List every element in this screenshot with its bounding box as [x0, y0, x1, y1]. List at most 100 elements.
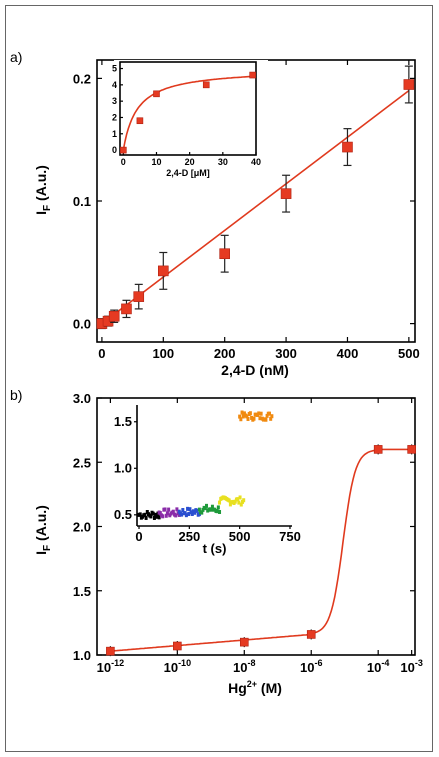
panel-b-xtick-label: 10-3: [400, 658, 422, 675]
panel-b-inset-point: [181, 508, 185, 513]
panel-b-inset-point: [164, 513, 168, 518]
panel-a-ytick-label: 0.0: [73, 317, 91, 332]
panel-b-inset-point: [174, 513, 178, 518]
panel-b-inset-point: [205, 503, 209, 508]
panel-b-xtick-label: 10-4: [367, 658, 389, 675]
panel-b-point: [407, 445, 416, 454]
panel-b-xtick-label: 10-6: [300, 658, 322, 675]
panel-b-inset-point: [165, 511, 169, 516]
panel-b-inset-point: [269, 416, 273, 421]
panel-b-inset-point: [163, 507, 167, 512]
panel-a-inset-xtick-label: 40: [251, 157, 261, 167]
panel-a-inset-point: [136, 117, 144, 125]
panel-a-inset-point: [153, 90, 160, 98]
panel-b-ytick-label: 2.0: [73, 520, 91, 535]
panel-b-inset-point: [242, 411, 246, 416]
panel-b-ytick-label: 2.5: [73, 455, 91, 470]
panel-b-fit-curve: [110, 448, 410, 652]
panel-b-inset-point: [143, 512, 147, 517]
panel-a-inset-bg: [114, 60, 268, 189]
panel-b-inset-point: [264, 417, 268, 422]
panel-a-ylabel: IF (A.u.): [33, 165, 53, 215]
panel-b-inset-point: [233, 499, 237, 504]
panel-b-inset-point: [257, 411, 261, 416]
panel-b-inset-point: [258, 416, 262, 421]
panel-a-inset-ytick-label: 4: [112, 80, 117, 90]
panel-b-inset-point: [183, 511, 187, 516]
svg-text:IF (A.u.): IF (A.u.): [33, 165, 53, 215]
panel-a-xlabel: 2,4-D (nM): [221, 362, 289, 378]
panel-b-inset-point: [227, 498, 231, 503]
panel-a-inset-axes: [119, 61, 257, 156]
panel-a-inset-ytick-label: 2: [112, 112, 117, 122]
panel-b-inset-point: [210, 504, 214, 509]
panel-b-point: [173, 641, 182, 651]
panel-a-inset-point: [249, 71, 256, 79]
panel-b-inset-point: [161, 514, 165, 519]
svg-text:Hg2+ (M): Hg2+ (M): [228, 679, 282, 696]
panel-b-inset-point: [186, 506, 190, 511]
panel-b-inset-point: [228, 502, 232, 507]
panel-b-inset-point: [270, 414, 274, 419]
panel-b-xtick-label: 10-12: [97, 658, 124, 675]
panel-a-ytick-label: 0.2: [73, 71, 91, 86]
panel-b-inset-ytick-label: 0.5: [114, 507, 132, 522]
panel-b-inset-point: [138, 512, 142, 517]
panel-b-inset-point: [236, 497, 240, 502]
panel-b-inset-point: [157, 515, 161, 520]
panel-b-inset-xtick-label: 250: [178, 529, 200, 544]
panel-b-inset-point: [180, 512, 184, 517]
panel-b-inset-point: [215, 509, 219, 514]
panel-a-inset-ytick-label: 1: [112, 129, 117, 139]
panel-b-inset-point: [242, 498, 246, 503]
panel-b-inset-point: [216, 505, 220, 510]
panel-b-ytick-label: 1.0: [73, 648, 91, 663]
panel-b-inset-point: [201, 507, 205, 512]
panel-a-point: [158, 265, 169, 277]
panel-a-inset-xtick-label: 30: [218, 157, 228, 167]
panel-b-inset-point: [193, 510, 197, 515]
panel-a-xtick-label: 400: [337, 346, 359, 361]
panel-b-inset-xlabel: t (s): [203, 541, 227, 556]
panel-b-inset-point: [167, 507, 171, 512]
panel-b-ytick-label: 3.0: [73, 391, 91, 406]
panel-a-inset-xtick-label: 0: [121, 157, 126, 167]
panel-a-inset-xtick-label: 10: [151, 157, 161, 167]
panel-b-inset-point: [209, 507, 213, 512]
figure-frame: [5, 5, 433, 752]
panel-b-point: [306, 630, 316, 639]
panel-b-inset-xtick-label: 500: [229, 529, 251, 544]
panel-a-inset-fit-curve: [122, 75, 253, 151]
panel-b-inset-point: [238, 414, 242, 419]
panel-b-inset-point: [195, 508, 199, 513]
panel-b-inset-point: [237, 500, 241, 505]
panel-b-label: b): [10, 387, 22, 403]
panel-a-inset-point: [202, 81, 210, 89]
panel-b-inset-point: [240, 410, 244, 415]
panel-b-inset-point: [158, 511, 162, 516]
panel-a-inset-ytick-label: 5: [112, 64, 117, 74]
panel-b-inset-point: [145, 510, 149, 515]
panel-b-inset-point: [197, 507, 201, 512]
panel-b-inset-ytick-label: 1.5: [114, 414, 132, 429]
panel-b-inset-point: [184, 513, 188, 518]
panel-a-xtick-label: 200: [214, 346, 236, 361]
panel-a-label: a): [10, 49, 22, 65]
panel-a-inset-ytick-label: 0: [112, 145, 117, 155]
panel-b-inset-point: [248, 411, 252, 416]
panel-b-point: [239, 637, 249, 647]
panel-b-inset-point: [239, 417, 243, 422]
panel-b-inset-point: [171, 509, 175, 514]
panel-b-inset-point: [218, 500, 222, 505]
panel-a-point: [219, 248, 230, 260]
panel-b-inset-xtick-label: 750: [279, 529, 301, 544]
panel-b-xtick-label: 10-10: [164, 658, 191, 675]
panel-b-inset-point: [149, 514, 153, 519]
panel-b-inset-point: [252, 416, 256, 421]
panel-a-point: [342, 141, 353, 153]
panel-a-inset-ytick-label: 3: [112, 96, 117, 106]
panel-b-inset-point: [200, 510, 204, 515]
panel-b-inset-point: [245, 414, 249, 419]
panel-b-inset-point: [187, 511, 191, 516]
